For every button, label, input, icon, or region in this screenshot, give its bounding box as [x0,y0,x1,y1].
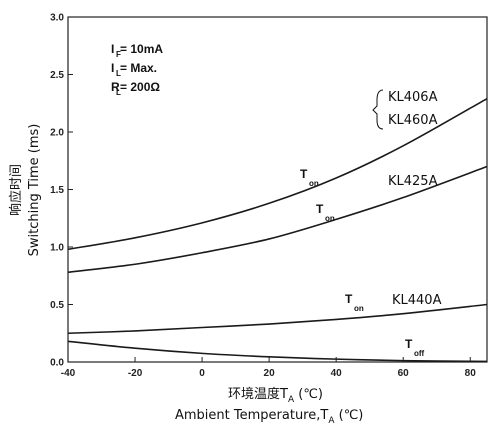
svg-text:T: T [316,202,324,216]
svg-text:= 10mA: = 10mA [120,42,163,56]
x-axis-label-en: Ambient Temperature,TA (℃) [175,408,363,426]
brace-icon [372,89,384,130]
svg-text:T: T [345,292,353,306]
svg-text:on: on [354,304,364,313]
x-axis-label-cn: 环境温度TA (℃) [228,386,323,405]
y-tick-label: 3.0 [50,13,64,24]
x-tick-label: 0 [199,368,205,379]
curve-line-3 [67,340,488,363]
svg-text:off: off [414,349,425,358]
y-axis-ticks: 0.0 0.5 1.0 1.5 2.0 2.5 3.0 [50,13,73,369]
y-axis-label-cn: 响应时间 [8,164,24,216]
svg-text:L: L [116,69,121,78]
x-tick-label: 60 [398,368,410,379]
x-axis-ticks: -40 -20 0 20 40 60 80 [61,357,476,379]
svg-text:on: on [309,179,319,188]
curves [67,97,488,363]
y-tick-label: 2.5 [50,70,64,81]
svg-text:T: T [300,167,308,181]
curve-label-kl440a: KL440A [392,293,442,308]
x-tick-label: 20 [264,368,276,379]
y-tick-label: 0.5 [50,300,64,311]
curve-label-kl425a: KL425A [388,174,438,189]
x-tick-label: 40 [331,368,343,379]
svg-text:L: L [116,88,121,97]
ton-label-1: T on [300,167,319,188]
svg-text:环境温度TA (℃): 环境温度TA (℃) [228,386,323,405]
svg-text:T: T [405,337,413,351]
svg-text:Ambient Temperature,TA (℃): Ambient Temperature,TA (℃) [175,408,363,426]
x-tick-label: -40 [61,368,76,379]
svg-text:= 200Ω: = 200Ω [120,80,160,94]
x-tick-label: -20 [128,368,143,379]
curve-line-1 [67,165,488,274]
svg-text:F: F [116,50,121,59]
svg-text:= Max.: = Max. [120,61,157,75]
svg-text:on: on [325,214,335,223]
ton-label-3: T on [345,292,364,313]
svg-text:R: R [111,80,120,94]
curve-line-2 [67,303,488,335]
y-tick-label: 1.5 [50,185,64,196]
condition-2: RL = 200Ω [111,80,160,97]
curve-line-0 [67,97,488,251]
svg-text:I: I [111,61,114,75]
curve-label-kl406a: KL406A [388,90,438,105]
x-tick-label: 80 [465,368,477,379]
ton-label-2: T on [316,202,335,223]
y-tick-label: 1.0 [50,243,64,254]
y-tick-label: 2.0 [50,128,64,139]
y-tick-label: 0.0 [50,358,64,369]
svg-text:I: I [111,42,114,56]
toff-label: T off [405,337,425,358]
y-axis-label-en: Switching Time (ms) [27,124,42,257]
curve-label-kl460a: KL460A [388,113,438,128]
